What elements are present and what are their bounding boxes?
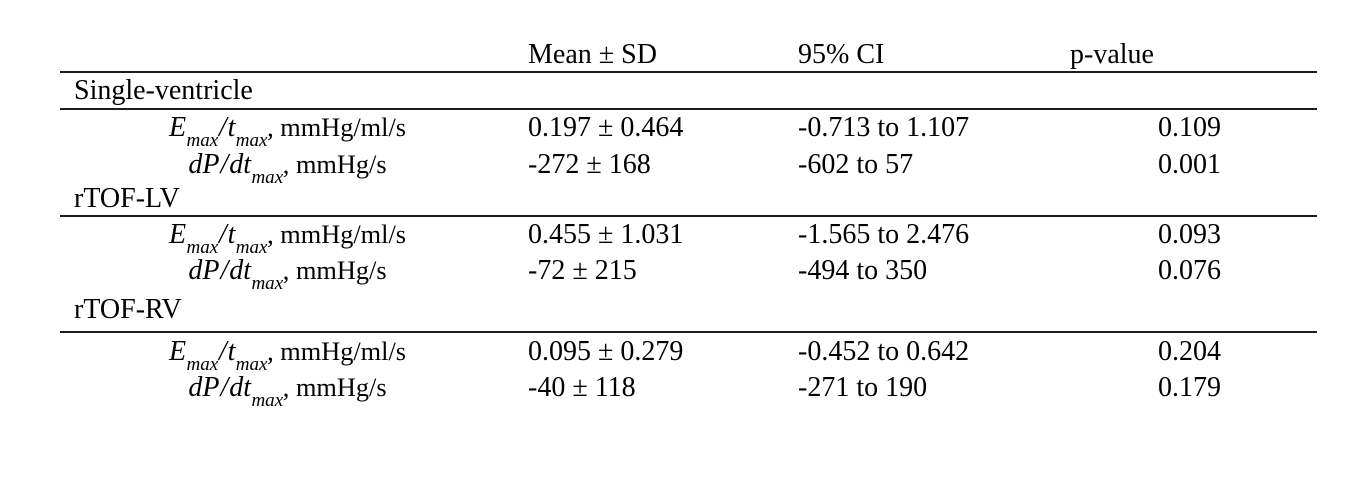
- ci-value: -494 to 350: [798, 255, 928, 286]
- math-var: E: [169, 112, 187, 143]
- p-value: 0.109: [1158, 112, 1221, 143]
- group-name: rTOF-LV: [60, 183, 1317, 217]
- math-subscript: max: [251, 273, 284, 289]
- math-var: dP: [188, 148, 220, 180]
- group-name: Single-ventricle: [60, 72, 1317, 110]
- p-value: 0.179: [1158, 372, 1221, 403]
- row-label-emax-tmax: Emax/tmax, mmHg/ml/s: [60, 332, 515, 370]
- mean-sd-value: 0.197 ± 0.464: [528, 112, 684, 143]
- row-label-unit: , mmHg/s: [282, 149, 387, 179]
- table-row: dP/dtmax, mmHg/s -40 ± 118 -271 to 190 0…: [60, 370, 1317, 407]
- row-label-dp-dtmax: dP/dtmax, mmHg/s: [60, 253, 515, 290]
- p-value: 0.076: [1158, 255, 1221, 286]
- column-header-p-value: p-value: [1062, 38, 1317, 73]
- row-label-unit: , mmHg/ml/s: [267, 220, 406, 249]
- row-label-dp-dtmax: dP/dtmax, mmHg/s: [60, 146, 515, 183]
- group-name: rTOF-RV: [60, 289, 1317, 333]
- math-var: E: [169, 335, 187, 367]
- math-slash: /: [220, 372, 229, 403]
- table-row: dP/dtmax, mmHg/s -272 ± 168 -602 to 57 0…: [60, 146, 1317, 183]
- math-subscript: max: [235, 353, 268, 370]
- math-var: dt: [229, 255, 252, 286]
- group-row-rtof-lv: rTOF-LV: [60, 183, 1317, 217]
- math-var: t: [227, 112, 236, 143]
- row-label-dp-dtmax: dP/dtmax, mmHg/s: [60, 370, 515, 407]
- p-value: 0.001: [1158, 148, 1221, 180]
- ci-value: -0.713 to 1.107: [798, 112, 970, 143]
- ci-value: -602 to 57: [798, 148, 914, 180]
- column-header-mean-sd: Mean ± SD: [515, 38, 788, 73]
- math-subscript: max: [235, 130, 268, 146]
- math-subscript: max: [235, 237, 268, 253]
- row-label-unit: , mmHg/ml/s: [267, 113, 406, 142]
- row-label-unit: , mmHg/ml/s: [267, 336, 406, 366]
- table-row: Emax/tmax, mmHg/ml/s 0.095 ± 0.279 -0.45…: [60, 332, 1317, 370]
- math-subscript: max: [186, 353, 219, 370]
- ci-value: -0.452 to 0.642: [798, 335, 970, 367]
- math-subscript: max: [186, 237, 219, 253]
- table-row: dP/dtmax, mmHg/s -72 ± 215 -494 to 350 0…: [60, 253, 1317, 290]
- math-var: dP: [188, 255, 220, 286]
- group-row-rtof-rv: rTOF-RV: [60, 289, 1317, 333]
- math-slash: /: [218, 112, 227, 143]
- math-var: dP: [188, 372, 220, 403]
- ci-value: -271 to 190: [798, 372, 928, 403]
- mean-sd-value: -72 ± 215: [528, 255, 637, 286]
- row-label-unit: , mmHg/s: [282, 256, 387, 285]
- row-label-emax-tmax: Emax/tmax, mmHg/ml/s: [60, 216, 515, 254]
- math-slash: /: [220, 148, 229, 180]
- column-header-empty: [60, 38, 515, 73]
- math-subscript: max: [251, 166, 284, 183]
- math-slash: /: [220, 255, 229, 286]
- group-row-single-ventricle: Single-ventricle: [60, 72, 1317, 110]
- math-var: t: [227, 219, 236, 250]
- row-label-emax-tmax: Emax/tmax, mmHg/ml/s: [60, 109, 515, 147]
- table-row: Emax/tmax, mmHg/ml/s 0.455 ± 1.031 -1.56…: [60, 216, 1317, 254]
- math-subscript: max: [186, 130, 219, 146]
- table-header-row: Mean ± SD 95% CI p-value: [60, 38, 1317, 73]
- column-header-ci: 95% CI: [788, 38, 1062, 73]
- mean-sd-value: -272 ± 168: [528, 148, 651, 180]
- mean-sd-value: -40 ± 118: [528, 372, 636, 403]
- math-var: t: [227, 335, 236, 367]
- math-var: E: [169, 219, 187, 250]
- results-table: Mean ± SD 95% CI p-value Single-ventricl…: [60, 38, 1317, 406]
- row-label-unit: , mmHg/s: [282, 373, 387, 402]
- mean-sd-value: 0.095 ± 0.279: [528, 335, 684, 367]
- math-subscript: max: [251, 390, 284, 406]
- math-slash: /: [218, 219, 227, 250]
- p-value: 0.093: [1158, 219, 1221, 250]
- math-var: dt: [229, 372, 252, 403]
- math-var: dt: [229, 148, 252, 180]
- p-value: 0.204: [1158, 335, 1221, 367]
- table-row: Emax/tmax, mmHg/ml/s 0.197 ± 0.464 -0.71…: [60, 109, 1317, 147]
- math-slash: /: [218, 335, 227, 367]
- ci-value: -1.565 to 2.476: [798, 219, 970, 250]
- mean-sd-value: 0.455 ± 1.031: [528, 219, 684, 250]
